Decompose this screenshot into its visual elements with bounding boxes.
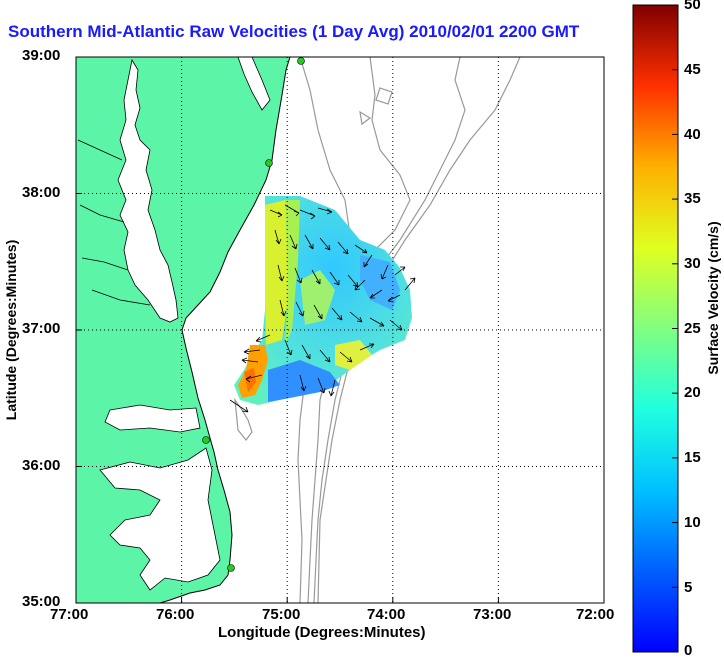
colorbar-tick-label: 35 — [684, 190, 701, 207]
colorbar-tick-label: 30 — [684, 255, 701, 272]
pamlico-sound — [99, 447, 221, 591]
y-tick-label: 35:00 — [22, 593, 61, 610]
y-tick-label: 38:00 — [22, 184, 61, 201]
x-tick-label: 73:00 — [473, 606, 512, 623]
delaware-bay — [237, 57, 271, 111]
map-title: Southern Mid-Atlantic Raw Velocities (1 … — [8, 22, 580, 41]
x-tick-label: 74:00 — [367, 606, 406, 623]
x-tick-label: 76:00 — [156, 606, 195, 623]
coastline — [159, 57, 291, 603]
station-marker — [227, 564, 235, 572]
colorbar — [632, 4, 679, 653]
axis-ticks — [76, 193, 499, 603]
graticule — [76, 57, 604, 603]
colorbar-tick-label: 25 — [684, 320, 701, 337]
y-axis-label: Latitude (Degrees:Minutes) — [3, 239, 19, 421]
velocity-arrows — [229, 204, 416, 413]
colorbar-label: Surface Velocity (cm/s) — [705, 221, 721, 375]
colorbar-tick-label: 40 — [684, 126, 701, 143]
albemarle-sound — [104, 404, 201, 433]
station-marker — [297, 57, 305, 65]
y-tick-label: 39:00 — [22, 47, 61, 64]
x-tick-label: 77:00 — [50, 606, 89, 623]
colorbar-ticks — [672, 69, 678, 588]
bay-tributary — [77, 139, 151, 306]
colorbar-tick-label: 20 — [684, 384, 701, 401]
colorbar-tick-label: 5 — [684, 579, 693, 596]
colorbar-tick-label: 15 — [684, 449, 701, 466]
y-tick-label: 37:00 — [22, 320, 61, 337]
colorbar-tick-label: 10 — [684, 514, 701, 531]
colorbar-tick-label: 0 — [684, 642, 693, 659]
station-marker — [265, 159, 273, 167]
hf-radar-stations — [202, 57, 305, 572]
y-tick-label: 36:00 — [22, 457, 61, 474]
chesapeake-bay — [117, 58, 179, 323]
x-tick-label: 75:00 — [262, 606, 301, 623]
colorbar-tick-label: 50 — [684, 0, 701, 13]
colorbar-tick-label: 45 — [684, 61, 701, 78]
velocity-field — [234, 196, 412, 405]
x-axis-label: Longitude (Degrees:Minutes) — [218, 624, 426, 641]
station-marker — [202, 436, 210, 444]
x-tick-label: 72:00 — [576, 606, 615, 623]
map-area — [76, 57, 604, 603]
